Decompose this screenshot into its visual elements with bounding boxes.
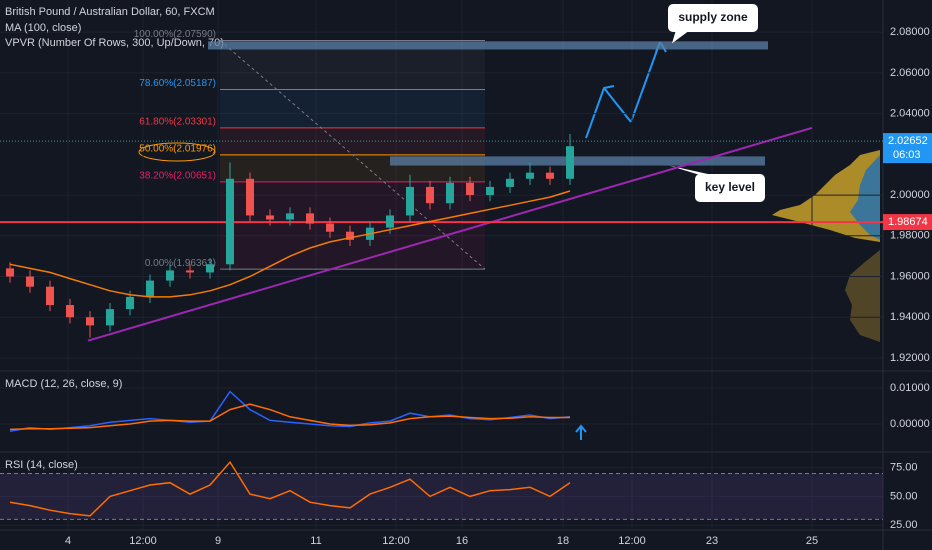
pane-title: RSI (14, close) [5, 459, 78, 471]
y-tick-label: 1.96000 [890, 270, 930, 282]
fib-band [220, 181, 485, 270]
x-tick-label: 12:00 [618, 535, 646, 547]
y-tick-label: 75.00 [890, 462, 918, 474]
countdown-label: 06:03 [893, 149, 921, 161]
candle-body [546, 172, 554, 179]
fib-label: 50.00%(2.01976) [139, 143, 216, 154]
macd-arrow [575, 424, 587, 440]
candle-body [6, 268, 14, 277]
volume-profile [845, 250, 880, 342]
candle-body [446, 182, 454, 204]
candle-body [286, 213, 294, 220]
callout-pointer [669, 165, 717, 176]
price-tag-label: 2.02652 [888, 135, 928, 147]
fib-label: 0.00%(1.96363) [145, 258, 216, 269]
x-tick-label: 23 [706, 535, 718, 547]
candle-body [46, 286, 54, 306]
fib-band [220, 127, 485, 155]
candle-body [326, 223, 334, 232]
x-tick-label: 9 [215, 535, 221, 547]
candle-body [386, 215, 394, 228]
y-tick-label: 2.04000 [890, 108, 930, 120]
candle-body [306, 213, 314, 224]
callout-text: key level [705, 180, 755, 194]
candle-body [506, 178, 514, 187]
fib-band [220, 89, 485, 128]
pane-title: MACD (12, 26, close, 9) [5, 378, 122, 390]
zone [208, 41, 768, 50]
y-tick-label: 25.00 [890, 519, 918, 531]
candle-body [186, 270, 194, 273]
candle-body [266, 215, 274, 220]
candle-body [106, 309, 114, 326]
fib-label: 100.00%(2.07590) [134, 29, 216, 40]
y-tick-label: 1.98000 [890, 230, 930, 242]
x-tick-label: 16 [456, 535, 468, 547]
candle-body [346, 231, 354, 240]
candle-body [566, 146, 574, 179]
projection-arrow [585, 41, 667, 139]
x-tick-label: 11 [310, 535, 321, 547]
x-tick-label: 12:00 [129, 535, 157, 547]
x-tick-label: 25 [806, 535, 818, 547]
candle-body [426, 186, 434, 204]
x-tick-label: 4 [65, 535, 71, 547]
price-tag-label: 1.98674 [888, 216, 928, 228]
candle-body [66, 305, 74, 318]
candle-body [86, 317, 94, 326]
price-tag [883, 214, 932, 231]
callout-box [668, 4, 758, 32]
fib-label: 38.20%(2.00651) [139, 170, 216, 181]
y-tick-label: 50.00 [890, 490, 918, 502]
y-tick-label: 0.00000 [890, 418, 930, 430]
y-tick-label: 2.06000 [890, 67, 930, 79]
y-tick-label: 2.00000 [890, 189, 930, 201]
callout-box [695, 174, 765, 202]
candle-body [166, 270, 174, 281]
callout-text: supply zone [678, 10, 748, 24]
candle-body [526, 172, 534, 179]
y-tick-label: 1.94000 [890, 311, 930, 323]
volume-profile [772, 150, 880, 242]
indicator-label: VPVR (Number Of Rows, 300, Up/Down, 70) [5, 37, 224, 49]
fib-highlight [138, 142, 216, 162]
zone [390, 156, 765, 166]
candle-body [246, 178, 254, 216]
fib-label: 78.60%(2.05187) [139, 78, 216, 89]
candle-body [466, 182, 474, 196]
series-line [9, 390, 571, 432]
y-tick-label: 1.92000 [890, 352, 930, 364]
indicator-label: MA (100, close) [5, 22, 81, 34]
candle-body [26, 276, 34, 287]
volume-profile [850, 155, 880, 240]
rsi-band [0, 473, 883, 520]
series-line [9, 190, 571, 298]
candle-body [126, 296, 134, 310]
fib-label: 61.80%(2.03301) [139, 116, 216, 127]
candle-body [146, 280, 154, 297]
fib-diagonal [219, 40, 486, 270]
candle-body [206, 264, 214, 273]
price-tag [883, 133, 932, 164]
pane-title: British Pound / Australian Dollar, 60, F… [5, 6, 215, 18]
y-tick-label: 0.01000 [890, 382, 930, 394]
trendline [87, 126, 813, 342]
candle-body [406, 186, 414, 216]
candle-body [226, 178, 234, 265]
x-tick-label: 12:00 [382, 535, 410, 547]
series-line [9, 460, 571, 517]
callout-pointer [672, 30, 690, 44]
x-tick-label: 18 [557, 535, 569, 547]
y-tick-label: 2.08000 [890, 26, 930, 38]
series-line [9, 403, 570, 431]
candle-body [486, 186, 494, 196]
